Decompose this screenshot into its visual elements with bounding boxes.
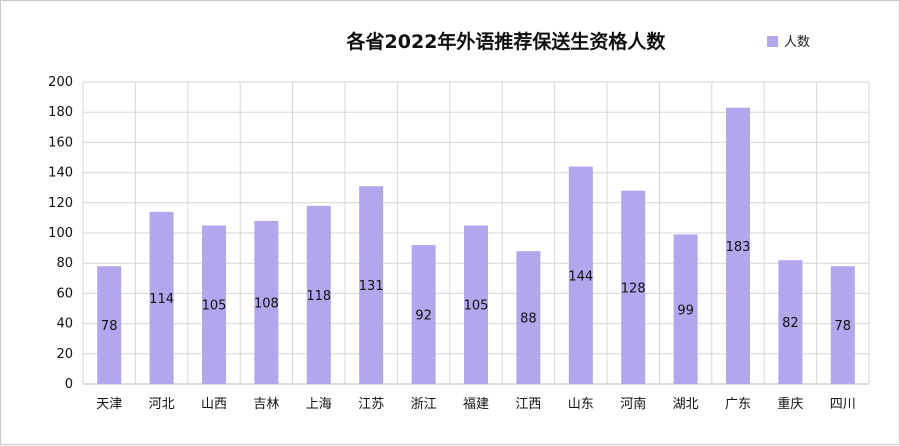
bar-value-label: 78 [835,319,852,334]
bar [149,211,174,384]
bar [254,220,279,384]
bar-value-label: 131 [359,279,384,294]
bar [464,225,488,384]
x-tick-label: 江西 [515,397,541,412]
bar [673,234,698,384]
bars: 78 114 105 108 118 131 92 105 88 144 128 99 183 82 78 [97,107,855,385]
legend-swatch [767,36,778,47]
bar [830,266,855,384]
y-tick-label: 100 [48,226,73,241]
bar-value-label: 99 [677,303,694,318]
bar-value-label: 105 [202,299,227,314]
x-tick-label: 山西 [201,397,227,412]
chart-title: 各省2022年外语推荐保送生资格人数 [346,30,667,53]
bar [202,225,226,384]
x-tick-label: 山东 [568,397,594,412]
x-tick-label: 湖北 [673,397,699,412]
bar-value-label: 78 [101,319,118,334]
bar [306,205,331,384]
bar-value-label: 92 [415,309,432,324]
bar [97,266,122,384]
x-tick-label: 上海 [306,397,332,412]
x-tick-label: 河北 [149,397,175,412]
bar-value-label: 118 [306,289,331,304]
y-tick-label: 60 [56,286,73,301]
x-tick-label: 浙江 [411,397,437,412]
bar-value-label: 105 [464,299,489,314]
bar [621,190,646,384]
x-tick-label: 天津 [96,397,122,412]
y-tick-label: 0 [65,377,73,392]
y-tick-label: 200 [48,75,73,90]
legend: 人数 [767,35,810,50]
x-axis: 天津 河北 山西 吉林 上海 江苏 浙江 福建 江西 山东 河南 湖北 广东 重庆 四川 [96,396,856,412]
bar-value-label: 82 [782,316,799,331]
y-tick-label: 40 [56,317,73,332]
bar [359,186,384,384]
y-tick-label: 140 [48,166,73,181]
x-tick-label: 重庆 [777,396,803,412]
x-tick-label: 吉林 [253,397,279,412]
bar-value-label: 108 [254,296,279,311]
x-tick-label: 四川 [830,397,856,412]
x-tick-label: 河南 [620,396,646,412]
y-tick-label: 20 [56,347,73,362]
bar [516,251,541,384]
bar-value-label: 88 [520,312,537,327]
y-tick-label: 160 [48,135,73,150]
y-tick-label: 80 [56,256,73,271]
bar [726,107,750,385]
bar-value-label: 128 [621,281,646,296]
bar-value-label: 114 [149,292,174,307]
x-tick-label: 广东 [725,397,751,412]
bar-value-label: 144 [568,269,593,284]
y-tick-label: 180 [48,105,73,120]
bar [411,245,436,384]
bar [568,166,593,384]
y-axis: 0 20 40 60 80 100 120 140 160 180 200 [48,75,73,392]
y-tick-label: 120 [48,196,73,211]
legend-label: 人数 [784,35,810,50]
x-tick-label: 江苏 [358,396,384,412]
x-tick-label: 福建 [463,397,489,412]
bar [778,260,803,384]
bar-value-label: 183 [726,240,751,255]
